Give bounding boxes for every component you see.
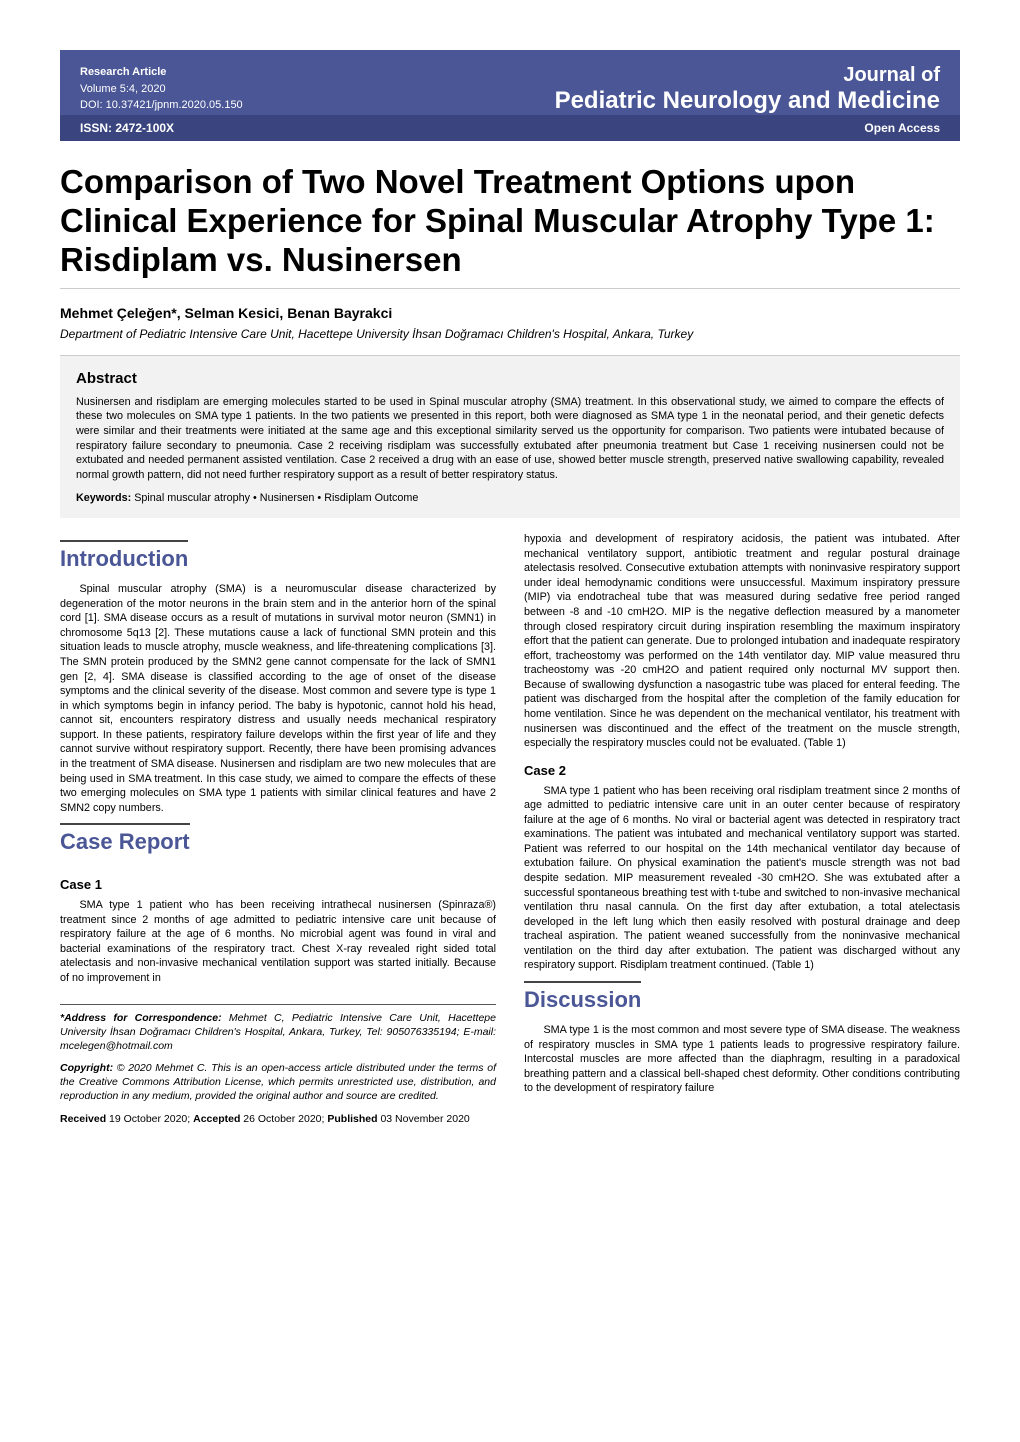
article-type: Research Article [80,64,243,81]
affiliation: Department of Pediatric Intensive Care U… [60,327,960,356]
case-report-heading: Case Report [60,823,190,855]
published-text: 03 November 2020 [378,1113,470,1125]
dates: Received 19 October 2020; Accepted 26 Oc… [60,1112,496,1126]
discussion-text: SMA type 1 is the most common and most s… [524,1023,960,1096]
received-label: Received [60,1113,106,1125]
article-title: Comparison of Two Novel Treatment Option… [60,163,960,289]
issn: ISSN: 2472-100X [80,121,174,135]
left-column: Introduction Spinal muscular atrophy (SM… [60,532,496,1134]
volume: Volume 5:4, 2020 [80,81,243,98]
discussion-heading: Discussion [524,981,641,1013]
two-column-body: Introduction Spinal muscular atrophy (SM… [60,532,960,1134]
case2-text: SMA type 1 patient who has been receivin… [524,784,960,973]
accepted-text: 26 October 2020; [240,1113,327,1125]
footnote-block: *Address for Correspondence: Mehmet C, P… [60,1004,496,1126]
header-meta: Research Article Volume 5:4, 2020 DOI: 1… [80,64,243,114]
right-column: hypoxia and development of respiratory a… [524,532,960,1134]
correspondence-label: *Address for Correspondence: [60,1012,222,1024]
authors: Mehmet Çeleğen*, Selman Kesici, Benan Ba… [60,305,960,321]
copyright-text: © 2020 Mehmet C. This is an open-access … [60,1062,496,1102]
journal-of-label: Journal of [555,64,940,87]
case1-text-left: SMA type 1 patient who has been receivin… [60,898,496,985]
case1-text-right: hypoxia and development of respiratory a… [524,532,960,750]
page: Research Article Volume 5:4, 2020 DOI: 1… [0,0,1020,1184]
correspondence: *Address for Correspondence: Mehmet C, P… [60,1011,496,1054]
open-access-label: Open Access [864,121,940,135]
introduction-heading: Introduction [60,540,188,572]
keywords: Keywords: Spinal muscular atrophy • Nusi… [76,492,944,504]
accepted-label: Accepted [193,1113,240,1125]
abstract-heading: Abstract [76,370,944,387]
case1-heading: Case 1 [60,877,496,892]
case2-heading: Case 2 [524,763,960,778]
journal-name: Pediatric Neurology and Medicine [555,87,940,115]
published-label: Published [327,1113,377,1125]
keywords-text: Spinal muscular atrophy • Nusinersen • R… [131,492,418,504]
copyright: Copyright: © 2020 Mehmet C. This is an o… [60,1061,496,1104]
introduction-text: Spinal muscular atrophy (SMA) is a neuro… [60,582,496,815]
issn-bar: ISSN: 2472-100X Open Access [60,115,960,141]
doi: DOI: 10.37421/jpnm.2020.05.150 [80,97,243,114]
journal-header: Research Article Volume 5:4, 2020 DOI: 1… [60,50,960,115]
abstract-block: Abstract Nusinersen and risdiplam are em… [60,356,960,518]
received-text: 19 October 2020; [106,1113,193,1125]
copyright-label: Copyright: [60,1062,113,1074]
keywords-label: Keywords: [76,492,131,504]
journal-title-block: Journal of Pediatric Neurology and Medic… [555,64,940,115]
abstract-text: Nusinersen and risdiplam are emerging mo… [76,395,944,482]
